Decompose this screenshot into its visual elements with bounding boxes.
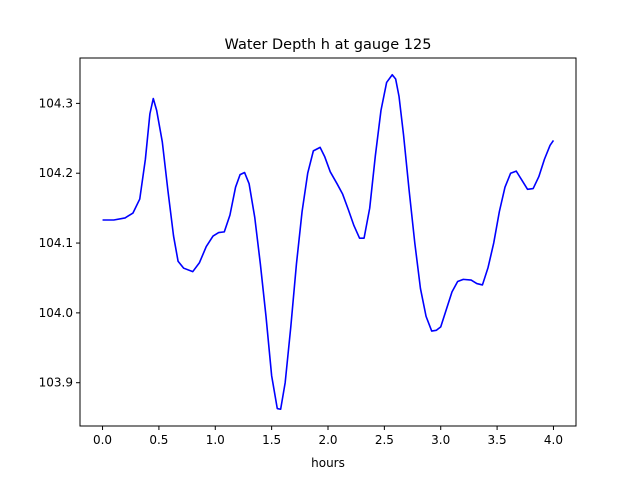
series-line-0 [102,73,555,411]
chart-title: Water Depth h at gauge 125 [225,37,432,53]
x-tick-label: 1.0 [206,433,225,447]
y-tick-label: 104.2 [39,166,73,180]
x-tick-label: 2.5 [375,433,394,447]
y-tick-label: 104.3 [39,96,73,110]
x-tick-label: 1.5 [262,433,281,447]
x-tick-label: 4.0 [544,433,563,447]
y-tick-label: 104.1 [39,236,73,250]
x-tick-label: 0.5 [149,433,168,447]
y-tick-label: 103.9 [39,376,73,390]
y-axis: 103.9 104.0 104.1 104.2 104.3 [39,96,80,390]
x-axis-title: hours [311,456,345,470]
x-axis: 0.0 0.5 1.0 1.5 2.0 2.5 3.0 3.5 4.0 [93,426,563,447]
y-tick-label: 104.0 [39,306,73,320]
x-tick-label: 2.0 [318,433,337,447]
x-tick-label: 0.0 [93,433,112,447]
x-tick-label: 3.0 [431,433,450,447]
x-tick-label: 3.5 [488,433,507,447]
